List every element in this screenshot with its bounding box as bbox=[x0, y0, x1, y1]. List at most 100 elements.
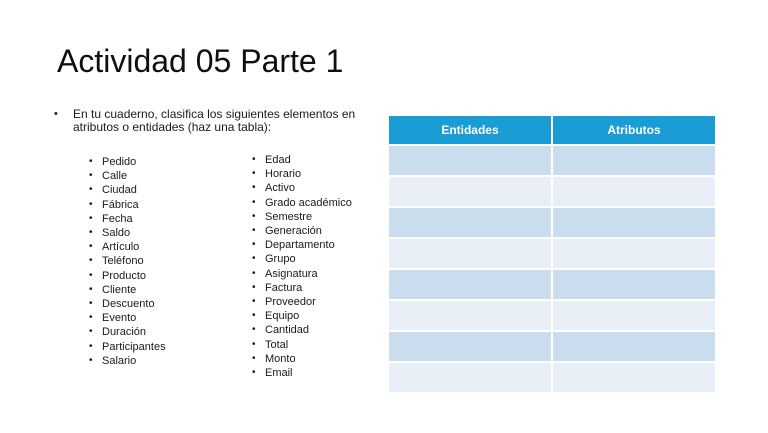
list-item-label: Activo bbox=[265, 182, 295, 195]
list-item: • Email bbox=[252, 366, 352, 380]
list-item: • Semestre bbox=[252, 210, 352, 224]
bullet-icon: • bbox=[89, 227, 93, 239]
list-item-label: Evento bbox=[102, 312, 137, 325]
slide-title: Actividad 05 Parte 1 bbox=[57, 43, 344, 79]
table-cell-empty bbox=[389, 332, 551, 361]
list-item: • Factura bbox=[252, 281, 352, 295]
list-item: • Fábrica bbox=[89, 198, 166, 212]
table-cell-empty bbox=[553, 301, 715, 330]
bullet-icon: • bbox=[252, 281, 256, 293]
list-item-label: Equipo bbox=[265, 310, 300, 323]
bullet-icon: • bbox=[252, 253, 256, 265]
list-item: • Generación bbox=[252, 224, 352, 238]
list-item-label: Monto bbox=[265, 352, 296, 365]
bullet-icon: • bbox=[89, 298, 93, 310]
table-cell-empty bbox=[389, 270, 551, 299]
list-item-label: Participantes bbox=[102, 340, 166, 353]
bullet-icon: • bbox=[89, 241, 93, 253]
list-item: • Cliente bbox=[89, 283, 166, 297]
intro-bullet-block: • En tu cuaderno, clasifica los siguient… bbox=[54, 107, 356, 135]
list-item-label: Calle bbox=[102, 170, 128, 183]
list-item: • Teléfono bbox=[89, 254, 166, 268]
bullet-icon: • bbox=[54, 108, 58, 120]
table-cell-empty bbox=[389, 208, 551, 237]
bullet-icon: • bbox=[252, 310, 256, 322]
list-item-label: Email bbox=[265, 367, 293, 380]
list-item: • Producto bbox=[89, 269, 166, 283]
list-item: • Fecha bbox=[89, 212, 166, 226]
list-item-label: Generación bbox=[265, 225, 322, 238]
list-item-label: Edad bbox=[265, 154, 291, 166]
bullet-icon: • bbox=[252, 367, 256, 379]
list-item-label: Saldo bbox=[102, 227, 131, 240]
list-item: • Calle bbox=[89, 169, 166, 183]
bullet-icon: • bbox=[252, 225, 256, 237]
list-item: • Cantidad bbox=[252, 323, 352, 337]
items-list-left: • Pedido • Calle • Ciudad • Fábrica • Fecha • Saldo… bbox=[89, 155, 166, 368]
bullet-icon: • bbox=[252, 210, 256, 222]
bullet-icon: • bbox=[252, 196, 256, 208]
list-item: • Departamento bbox=[252, 238, 352, 252]
bullet-icon: • bbox=[89, 212, 93, 224]
list-item: • Monto bbox=[252, 352, 352, 366]
list-item-label: Descuento bbox=[102, 298, 155, 311]
bullet-icon: • bbox=[252, 182, 256, 194]
list-item-label: Grado académico bbox=[265, 196, 352, 209]
bullet-icon: • bbox=[89, 255, 93, 267]
list-item: • Grado académico bbox=[252, 196, 352, 210]
bullet-icon: • bbox=[89, 170, 93, 182]
list-item: • Total bbox=[252, 338, 352, 352]
list-item-label: Total bbox=[265, 338, 289, 351]
bullet-icon: • bbox=[89, 198, 93, 210]
intro-text: En tu cuaderno, clasifica los siguientes… bbox=[73, 107, 356, 135]
list-item-label: Salario bbox=[102, 354, 137, 367]
table-cell-empty bbox=[553, 208, 715, 237]
list-item: • Grupo bbox=[252, 252, 352, 266]
table-header-entidades: Entidades bbox=[389, 116, 551, 144]
list-item: • Evento bbox=[89, 311, 166, 325]
list-item: • Ciudad bbox=[89, 183, 166, 197]
table-cell-empty bbox=[553, 363, 715, 392]
list-item: • Horario bbox=[252, 167, 352, 181]
list-item-label: Cliente bbox=[102, 283, 137, 296]
list-item-label: Teléfono bbox=[102, 255, 144, 268]
list-item: • Edad bbox=[252, 153, 352, 167]
bullet-icon: • bbox=[252, 324, 256, 336]
bullet-icon: • bbox=[89, 269, 93, 281]
list-item-label: Asignatura bbox=[265, 267, 318, 280]
table-cell-empty bbox=[389, 239, 551, 268]
table-cell-empty bbox=[553, 239, 715, 268]
bullet-icon: • bbox=[252, 168, 256, 180]
list-item-label: Factura bbox=[265, 281, 303, 294]
table-cell-empty bbox=[389, 301, 551, 330]
list-item-label: Pedido bbox=[102, 156, 137, 168]
bullet-icon: • bbox=[252, 296, 256, 308]
list-item-label: Horario bbox=[265, 168, 302, 181]
bullet-icon: • bbox=[252, 154, 256, 165]
classification-table: Entidades Atributos bbox=[389, 116, 715, 392]
items-list-right: • Edad • Horario • Activo • Grado académico • Sem… bbox=[252, 153, 352, 380]
list-item: • Asignatura bbox=[252, 267, 352, 281]
bullet-icon: • bbox=[89, 283, 93, 295]
list-item: • Participantes bbox=[89, 340, 166, 354]
table-cell-empty bbox=[553, 332, 715, 361]
table-cell-empty bbox=[553, 146, 715, 175]
bullet-icon: • bbox=[89, 354, 93, 366]
bullet-icon: • bbox=[89, 312, 93, 324]
bullet-icon: • bbox=[252, 267, 256, 279]
list-item: • Duración bbox=[89, 325, 166, 339]
list-item-label: Semestre bbox=[265, 210, 313, 223]
list-item-label: Fecha bbox=[102, 212, 133, 225]
table-cell-empty bbox=[553, 270, 715, 299]
list-item: • Descuento bbox=[89, 297, 166, 311]
bullet-icon: • bbox=[89, 340, 93, 352]
list-item-label: Proveedor bbox=[265, 296, 316, 309]
list-item-label: Grupo bbox=[265, 253, 296, 266]
list-item-label: Fábrica bbox=[102, 198, 139, 211]
list-item: • Pedido bbox=[89, 155, 166, 169]
table-cell-empty bbox=[389, 177, 551, 206]
bullet-icon: • bbox=[89, 326, 93, 338]
bullet-icon: • bbox=[252, 239, 256, 251]
table-cell-empty bbox=[553, 177, 715, 206]
